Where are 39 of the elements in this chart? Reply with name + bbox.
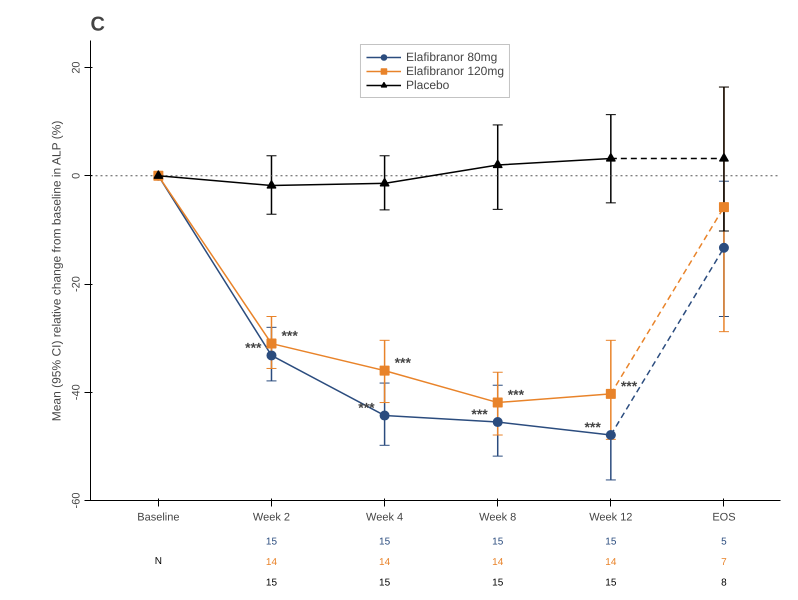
- annotation: ***: [508, 386, 525, 403]
- text: 14: [379, 557, 391, 568]
- text: 14: [266, 557, 278, 568]
- y-tick-label: 0: [70, 172, 82, 179]
- text: N: [154, 556, 162, 567]
- legend-label: Elafibranor 80mg: [406, 50, 498, 64]
- text: 8: [721, 578, 728, 589]
- x-tick-label: Week 2: [252, 512, 290, 524]
- annotation: ***: [281, 328, 298, 344]
- annotation: ***: [584, 419, 602, 436]
- y-axis-title: Mean (95% CI) relative change from baseline in ALP (%): [50, 120, 64, 422]
- x-tick-label: Week 8: [479, 512, 516, 524]
- y-tick-label: 20: [70, 61, 82, 74]
- text: 15: [492, 578, 504, 589]
- y-tick-label: -20: [70, 276, 82, 292]
- text: 15: [379, 536, 391, 548]
- legend-label: Placebo: [406, 78, 450, 92]
- text: 14: [605, 557, 617, 568]
- text: 15: [266, 578, 278, 589]
- x-tick-label: Week 4: [366, 512, 404, 524]
- text: 15: [605, 578, 617, 589]
- text: 15: [492, 536, 504, 548]
- annotation: ***: [394, 354, 412, 371]
- x-tick-label: Week 12: [589, 512, 632, 524]
- y-tick-label: -40: [70, 384, 82, 400]
- legend-label: Elafibranor 120mg: [406, 64, 504, 78]
- text: 15: [266, 536, 278, 548]
- text: 7: [721, 557, 728, 568]
- y-tick-label: -60: [70, 492, 82, 508]
- x-tick-label: Baseline: [137, 512, 180, 524]
- annotation: ***: [620, 378, 638, 394]
- text: 5: [721, 536, 728, 548]
- annotation: ***: [471, 406, 488, 422]
- annotation: ***: [245, 339, 262, 356]
- text: 15: [605, 536, 617, 548]
- text: 15: [379, 578, 391, 589]
- chart-title: C: [90, 14, 105, 36]
- x-tick-label: EOS: [712, 512, 736, 524]
- text: 14: [492, 557, 504, 568]
